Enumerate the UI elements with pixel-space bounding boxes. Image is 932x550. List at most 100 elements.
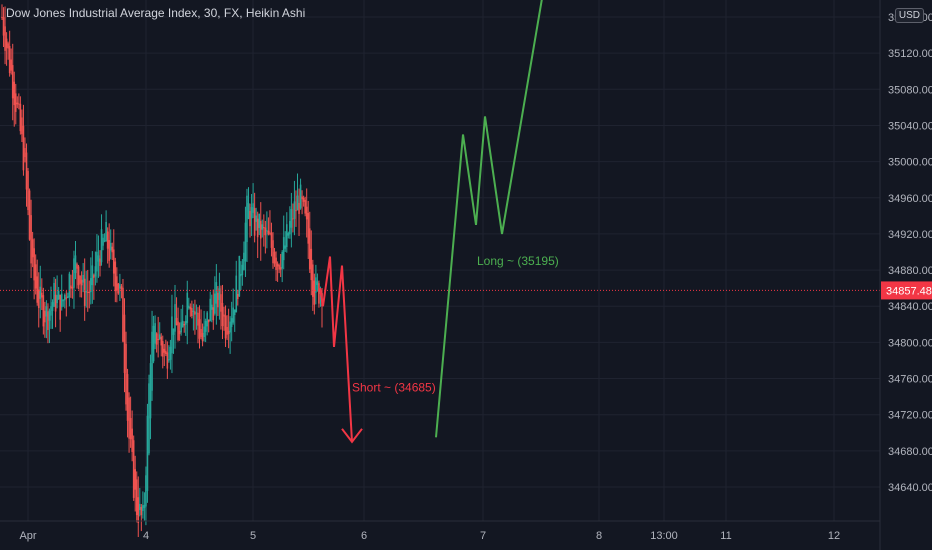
candle-body <box>227 330 230 335</box>
candle-body <box>214 293 216 314</box>
candle-body <box>264 227 267 236</box>
candle-body <box>132 440 135 498</box>
candle-body <box>8 45 11 74</box>
candle-body <box>22 125 25 171</box>
price-tick-label: 34960.00 <box>888 193 932 205</box>
time-tick-label: Apr <box>19 530 36 542</box>
candle-body <box>53 282 55 307</box>
time-axis[interactable]: Apr 4 5 6 7 8 13:00 11 12 <box>0 520 880 542</box>
candle-body <box>165 350 167 354</box>
candle-body <box>7 43 9 49</box>
candle-body <box>116 276 118 291</box>
candle-body <box>224 315 227 339</box>
candle-body <box>226 326 228 335</box>
candle-body <box>90 278 92 293</box>
candle-body <box>302 197 305 202</box>
candle-body <box>240 273 242 277</box>
candle-body <box>88 291 91 293</box>
candle-body <box>249 210 251 227</box>
short-arrowhead <box>341 428 363 444</box>
candle-body <box>259 220 262 239</box>
candle-body <box>172 328 175 335</box>
candle-body <box>270 232 273 248</box>
candle-body <box>76 264 78 269</box>
candle-body <box>307 213 310 244</box>
candle-body <box>200 328 202 337</box>
candle-body <box>80 279 83 286</box>
candle-body <box>256 218 259 238</box>
candle-body <box>212 307 215 321</box>
candle-body <box>102 237 104 246</box>
candle-body <box>11 65 14 99</box>
candle-body <box>126 374 129 421</box>
price-tick-label: 34680.00 <box>888 446 932 458</box>
candle-body <box>304 199 306 214</box>
candle-body <box>45 306 48 317</box>
candle-body <box>186 292 189 323</box>
candle-body <box>36 276 39 303</box>
candle-body <box>109 242 112 251</box>
candle-body <box>217 292 219 308</box>
candle-body <box>33 248 35 281</box>
last-price-label: 34857.48 <box>886 285 932 297</box>
candle-body <box>310 248 313 281</box>
candle-body <box>198 319 201 339</box>
candle-body <box>244 222 247 262</box>
candle-body <box>230 318 233 328</box>
candle-body <box>269 232 271 234</box>
candle-body <box>120 286 123 290</box>
candle-body <box>263 226 265 229</box>
candle-body <box>253 208 256 236</box>
price-tick-label: 34760.00 <box>888 374 932 386</box>
candle-body <box>298 202 300 214</box>
candle-body <box>128 397 130 439</box>
candle-body <box>131 428 133 452</box>
candle-body <box>140 507 143 516</box>
candle-body <box>99 258 101 266</box>
candle-body <box>30 215 32 264</box>
candle-body <box>96 251 98 272</box>
candle-body <box>275 257 277 270</box>
candle-body <box>191 308 193 317</box>
candle-body <box>10 59 12 71</box>
candle-body <box>171 316 173 354</box>
candle-body <box>276 263 279 267</box>
candle-body <box>235 275 238 313</box>
candle-body <box>123 314 126 373</box>
candles-group <box>1 4 323 538</box>
candle-body <box>241 264 244 276</box>
candle-body <box>318 283 320 304</box>
candle-body <box>16 102 19 105</box>
short-projection-label: Short ~ (34685) <box>352 381 436 395</box>
candle-body <box>50 306 52 316</box>
currency-badge[interactable]: USD <box>894 8 924 23</box>
candle-body <box>71 287 74 289</box>
candle-body <box>207 319 210 323</box>
candle-body <box>57 290 60 300</box>
candle-body <box>47 311 49 330</box>
candle-body <box>184 321 187 325</box>
candle-body <box>48 310 51 321</box>
candle-body <box>152 325 155 362</box>
candle-body <box>135 479 138 516</box>
candle-body <box>218 288 221 301</box>
grid-lines <box>0 0 880 521</box>
time-tick-label: 6 <box>361 530 367 542</box>
price-axis[interactable]: 34640.00 34680.00 34720.00 34760.00 34800.00… <box>879 0 932 550</box>
candle-body <box>155 333 158 345</box>
candle-body <box>60 293 63 308</box>
candle-body <box>158 334 161 339</box>
candle-body <box>299 184 302 209</box>
candle-body <box>13 81 16 106</box>
candle-body <box>142 505 144 512</box>
price-tick-label: 34880.00 <box>888 265 932 277</box>
candle-body <box>180 322 182 333</box>
candle-body <box>229 321 231 333</box>
candle-body <box>100 229 103 263</box>
candle-body <box>82 274 84 283</box>
candle-body <box>62 300 65 302</box>
candle-body <box>18 103 20 105</box>
candle-body <box>56 295 58 304</box>
